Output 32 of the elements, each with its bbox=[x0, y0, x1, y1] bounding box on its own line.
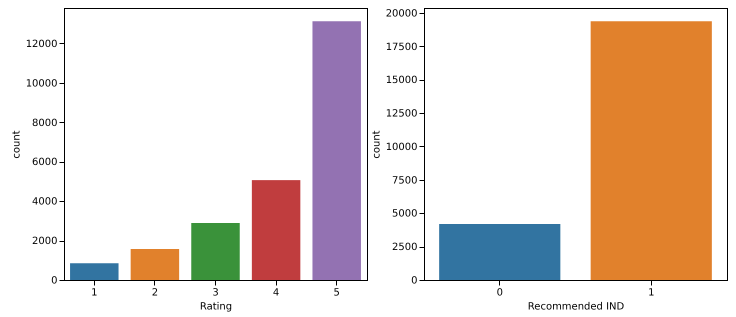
y-tick-label: 15000 bbox=[386, 75, 418, 86]
x-tick-label: 4 bbox=[272, 288, 280, 298]
y-tick-label: 7500 bbox=[392, 175, 418, 186]
y-tick-label: 0 bbox=[411, 276, 418, 286]
bar bbox=[130, 249, 180, 280]
y-axis-title: count bbox=[372, 130, 383, 159]
x-axis-title: Recommended IND bbox=[528, 302, 624, 312]
y-tick-label: 10000 bbox=[26, 78, 58, 90]
x-tick-label: 1 bbox=[91, 288, 98, 298]
bar bbox=[191, 223, 240, 280]
y-tick-label: 10000 bbox=[386, 142, 418, 153]
y-tick-label: 0 bbox=[51, 276, 58, 286]
x-axis-title: Rating bbox=[200, 302, 232, 312]
y-tick-label: 2000 bbox=[32, 236, 58, 248]
x-tick-label: 3 bbox=[212, 288, 219, 298]
y-tick-label: 2500 bbox=[392, 242, 418, 254]
bar bbox=[70, 263, 119, 280]
bar bbox=[312, 21, 361, 280]
y-axis-title: count bbox=[12, 130, 23, 159]
y-tick-label: 5000 bbox=[392, 208, 418, 220]
y-tick-label: 20000 bbox=[386, 8, 418, 20]
y-tick-label: 17500 bbox=[386, 42, 418, 53]
x-tick-label: 2 bbox=[152, 288, 158, 298]
y-tick-label: 4000 bbox=[32, 196, 58, 208]
y-tick-label: 12500 bbox=[386, 108, 418, 120]
y-tick-label: 8000 bbox=[32, 118, 58, 129]
x-tick-label: 0 bbox=[496, 288, 503, 298]
x-tick-label: 1 bbox=[648, 288, 654, 298]
y-tick-label: 6000 bbox=[32, 157, 58, 168]
y-tick-label: 12000 bbox=[26, 38, 58, 50]
bar bbox=[252, 180, 300, 280]
x-tick-label: 5 bbox=[334, 288, 340, 298]
